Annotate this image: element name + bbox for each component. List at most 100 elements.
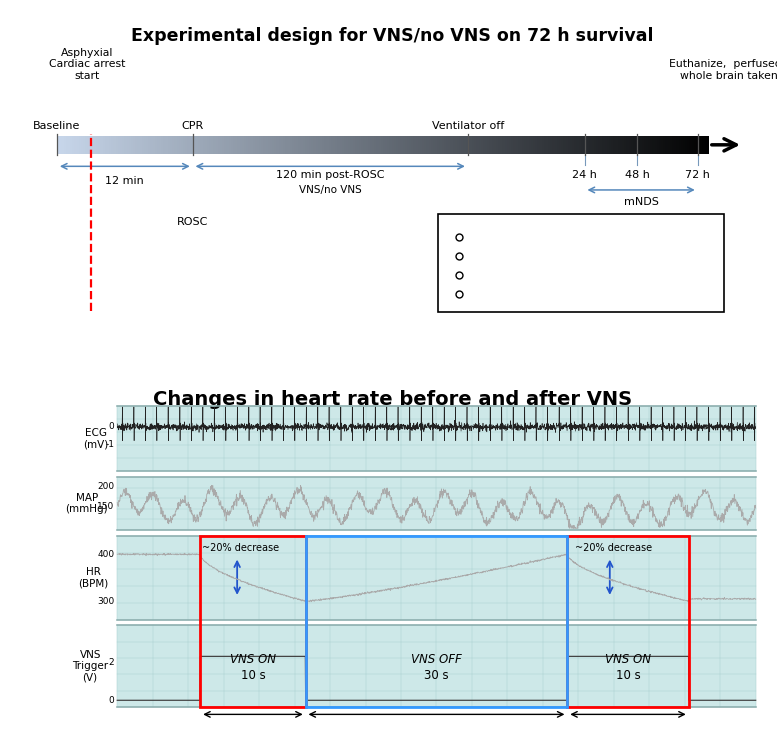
Bar	[611, 136, 614, 154]
Bar	[100, 136, 103, 154]
Bar	[620, 136, 622, 154]
Bar	[353, 136, 355, 154]
Bar	[122, 136, 125, 154]
Bar	[433, 136, 435, 154]
Bar	[318, 136, 320, 154]
Bar	[687, 136, 690, 154]
Text: 10 s: 10 s	[241, 669, 265, 682]
Bar	[385, 136, 388, 154]
Bar	[563, 136, 566, 154]
Bar	[335, 136, 338, 154]
Bar	[129, 136, 131, 154]
Bar	[174, 136, 177, 154]
Bar	[676, 136, 679, 154]
Bar	[517, 136, 521, 154]
Bar	[370, 136, 372, 154]
Bar	[657, 136, 660, 154]
Bar	[643, 136, 646, 154]
Bar	[424, 136, 427, 154]
Text: 400: 400	[97, 550, 114, 559]
Bar	[520, 136, 522, 154]
Bar	[244, 136, 246, 154]
Bar	[700, 136, 702, 154]
Bar	[235, 136, 238, 154]
Bar	[346, 136, 349, 154]
Bar	[68, 136, 71, 154]
Bar	[394, 136, 396, 154]
Text: 60 min ROSC: 60 min ROSC	[481, 270, 555, 280]
Bar	[702, 136, 705, 154]
Bar	[133, 136, 136, 154]
Bar	[194, 136, 197, 154]
Bar	[492, 136, 494, 154]
Bar	[509, 136, 511, 154]
Bar	[420, 136, 423, 154]
Bar	[127, 136, 129, 154]
Text: Ventilator off: Ventilator off	[432, 121, 503, 131]
Bar	[220, 136, 222, 154]
Bar	[185, 136, 188, 154]
Bar	[333, 136, 336, 154]
Bar	[344, 136, 347, 154]
Bar	[654, 136, 657, 154]
Bar	[472, 136, 475, 154]
Bar	[324, 136, 327, 154]
Bar	[705, 136, 707, 154]
Bar	[277, 136, 279, 154]
Bar	[457, 136, 459, 154]
Bar	[590, 136, 592, 154]
Bar	[579, 136, 581, 154]
Bar	[631, 136, 633, 154]
Text: Euthanize,  perfused  and
whole brain taken out: Euthanize, perfused and whole brain take…	[669, 59, 777, 81]
Bar	[135, 136, 138, 154]
Bar	[418, 136, 420, 154]
Bar	[570, 136, 573, 154]
Text: ECG
(mV): ECG (mV)	[83, 428, 108, 449]
Bar	[320, 136, 322, 154]
Bar	[166, 136, 168, 154]
Bar	[383, 136, 385, 154]
Bar	[559, 136, 562, 154]
Bar	[301, 136, 303, 154]
Bar	[577, 136, 579, 154]
Bar	[664, 136, 666, 154]
Bar	[113, 136, 116, 154]
Bar	[448, 136, 451, 154]
Text: 200: 200	[97, 483, 114, 491]
Bar	[148, 136, 151, 154]
Bar	[355, 136, 357, 154]
Text: Changes in heart rate before and after VNS: Changes in heart rate before and after V…	[153, 389, 632, 409]
Text: 150: 150	[97, 502, 114, 511]
Bar	[544, 136, 546, 154]
Text: 12 min: 12 min	[106, 175, 145, 185]
Bar	[485, 136, 488, 154]
Bar	[594, 136, 596, 154]
Bar	[566, 136, 568, 154]
Bar	[511, 136, 514, 154]
Bar	[459, 136, 462, 154]
Bar	[285, 136, 287, 154]
Bar	[615, 136, 618, 154]
Bar	[567, 536, 688, 706]
Bar	[372, 136, 375, 154]
Bar	[692, 136, 694, 154]
Bar	[500, 136, 503, 154]
Text: HR
(BPM): HR (BPM)	[78, 567, 108, 588]
Bar	[389, 136, 392, 154]
Bar	[437, 136, 440, 154]
Bar	[451, 136, 453, 154]
Bar	[348, 136, 350, 154]
Bar	[504, 136, 507, 154]
Bar	[402, 136, 405, 154]
Bar	[667, 136, 671, 154]
Bar	[255, 136, 257, 154]
Bar	[342, 136, 344, 154]
Bar	[313, 136, 316, 154]
Bar	[548, 136, 551, 154]
Bar	[413, 136, 416, 154]
Bar	[535, 136, 538, 154]
Bar	[528, 136, 531, 154]
Bar	[542, 136, 544, 154]
Bar	[96, 136, 99, 154]
Text: 72 h: 72 h	[685, 170, 710, 180]
